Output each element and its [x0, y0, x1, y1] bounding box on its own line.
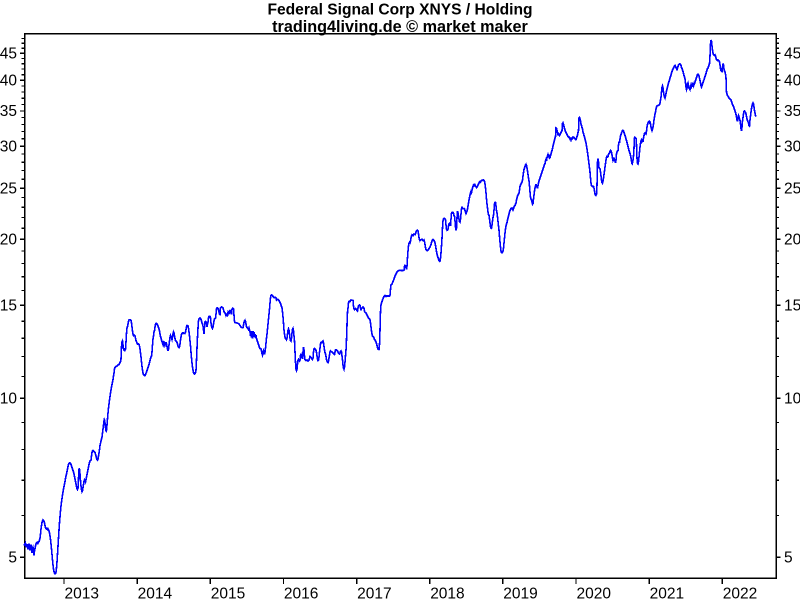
- svg-text:40: 40: [0, 72, 17, 89]
- svg-text:25: 25: [0, 180, 17, 197]
- svg-text:2016: 2016: [284, 586, 318, 600]
- svg-text:2013: 2013: [65, 586, 99, 600]
- svg-text:35: 35: [0, 103, 17, 120]
- svg-text:2018: 2018: [430, 586, 464, 600]
- svg-text:trading4living.de © market mak: trading4living.de © market maker: [272, 18, 528, 36]
- svg-text:45: 45: [784, 45, 800, 62]
- svg-text:20: 20: [784, 232, 800, 249]
- svg-text:15: 15: [784, 298, 800, 315]
- svg-text:2019: 2019: [503, 586, 537, 600]
- svg-text:2017: 2017: [357, 586, 391, 600]
- svg-text:15: 15: [0, 298, 17, 315]
- svg-text:25: 25: [784, 180, 800, 197]
- svg-text:35: 35: [784, 103, 800, 120]
- svg-text:30: 30: [784, 138, 800, 155]
- svg-text:2015: 2015: [211, 586, 245, 600]
- svg-text:30: 30: [0, 138, 17, 155]
- svg-text:Federal Signal Corp XNYS / Hol: Federal Signal Corp XNYS / Holding: [267, 2, 532, 19]
- svg-text:5: 5: [8, 550, 17, 567]
- svg-text:5: 5: [784, 550, 793, 567]
- svg-text:45: 45: [0, 45, 17, 62]
- svg-text:2022: 2022: [723, 586, 757, 600]
- svg-text:20: 20: [0, 232, 17, 249]
- svg-text:2014: 2014: [138, 586, 173, 600]
- svg-text:10: 10: [784, 391, 800, 408]
- svg-text:40: 40: [784, 72, 800, 89]
- svg-text:2021: 2021: [650, 586, 684, 600]
- svg-text:10: 10: [0, 391, 17, 408]
- svg-text:2020: 2020: [577, 586, 612, 600]
